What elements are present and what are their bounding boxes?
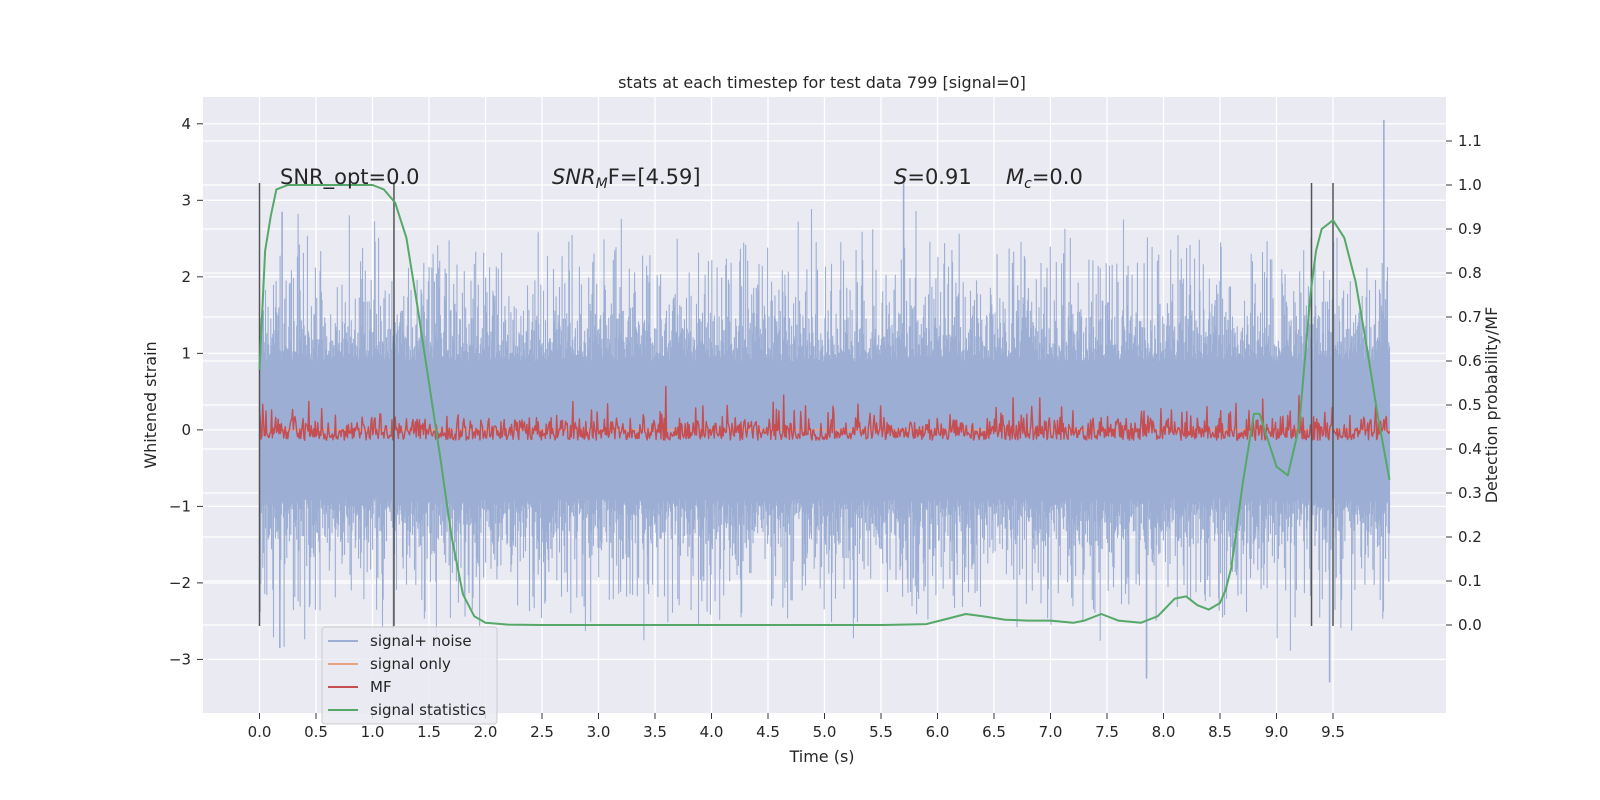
legend-label-signal-noise: signal+ noise bbox=[370, 632, 472, 650]
x-tick-label: 9.5 bbox=[1321, 723, 1345, 741]
y-tick-label: −2 bbox=[169, 574, 191, 592]
y-tick-label: 0 bbox=[181, 421, 191, 439]
y2-tick-label: 0.2 bbox=[1458, 528, 1482, 546]
y-tick-label: 4 bbox=[181, 115, 191, 133]
x-tick-label: 8.5 bbox=[1208, 723, 1232, 741]
legend-box bbox=[321, 626, 498, 725]
snr-mf-subscript: M bbox=[596, 176, 608, 192]
mc-subscript: c bbox=[1024, 176, 1032, 192]
y2-tick-label: 0.5 bbox=[1458, 396, 1482, 414]
x-tick-label: 3.5 bbox=[643, 723, 667, 741]
y2-axis-title: Detection probability/MF bbox=[1482, 307, 1501, 504]
legend-label-mf: MF bbox=[370, 678, 392, 696]
x-tick-label: 1.0 bbox=[361, 723, 385, 741]
s-value: =0.91 bbox=[907, 165, 971, 189]
snr-mf-symbol: SNR bbox=[552, 165, 596, 189]
x-tick-label: 6.0 bbox=[926, 723, 950, 741]
x-tick-label: 5.0 bbox=[813, 723, 837, 741]
legend: signal+ noise signal only MF signal stat… bbox=[321, 626, 498, 725]
x-tick-label: 0.5 bbox=[304, 723, 328, 741]
x-tick-labels: 0.0 0.5 1.0 1.5 2.0 2.5 3.0 3.5 4.0 4.5 5.0 5.5 6.0 6… bbox=[248, 713, 1345, 741]
legend-label-signal-statistics: signal statistics bbox=[370, 701, 486, 719]
legend-label-signal-only: signal only bbox=[370, 655, 451, 673]
x-tick-label: 4.0 bbox=[700, 723, 724, 741]
annotation-mc: Mc=0.0 bbox=[1006, 165, 1083, 192]
x-tick-label: 5.5 bbox=[869, 723, 893, 741]
x-tick-label: 7.5 bbox=[1095, 723, 1119, 741]
y-tick-labels: 4 3 2 1 0 −1 −2 −3 bbox=[169, 115, 203, 668]
vertical-markers bbox=[258, 183, 1334, 626]
x-tick-label: 8.0 bbox=[1152, 723, 1176, 741]
mf-trace bbox=[258, 385, 1391, 441]
y2-tick-label: 0.7 bbox=[1458, 308, 1482, 326]
x-tick-label: 1.5 bbox=[417, 723, 441, 741]
y2-tick-label: 1.1 bbox=[1458, 132, 1482, 150]
signal-statistics-series bbox=[258, 184, 1391, 626]
y2-tick-label: 0.6 bbox=[1458, 352, 1482, 370]
chart-title: stats at each timestep for test data 799… bbox=[618, 73, 1026, 92]
mf-series bbox=[258, 385, 1391, 441]
x-tick-label: 2.0 bbox=[474, 723, 498, 741]
y2-tick-labels: 1.1 1.0 0.9 0.8 0.7 0.6 0.5 0.4 0.3 0.2 0.1 0.0 bbox=[1446, 132, 1482, 634]
x-axis-title: Time (s) bbox=[788, 747, 854, 766]
y2-tick-label: 0.8 bbox=[1458, 264, 1482, 282]
y2-tick-label: 0.3 bbox=[1458, 484, 1482, 502]
y-tick-label: 1 bbox=[181, 344, 191, 362]
y-tick-label: −3 bbox=[169, 650, 191, 668]
s-symbol: S bbox=[894, 165, 907, 189]
y-axis-title: Whitened strain bbox=[141, 341, 160, 468]
x-tick-label: 9.0 bbox=[1265, 723, 1289, 741]
y-tick-label: 2 bbox=[181, 268, 191, 286]
snr-mf-value: F=[4.59] bbox=[608, 165, 701, 189]
y-tick-label: −1 bbox=[169, 497, 191, 515]
x-tick-label: 2.5 bbox=[530, 723, 554, 741]
annotation-snr-mf: SNRMF=[4.59] bbox=[552, 165, 701, 192]
y2-tick-label: 0.4 bbox=[1458, 440, 1482, 458]
x-tick-label: 6.5 bbox=[982, 723, 1006, 741]
signal-statistics-line bbox=[258, 184, 1391, 626]
y2-tick-label: 0.0 bbox=[1458, 616, 1482, 634]
y2-tick-label: 1.0 bbox=[1458, 176, 1482, 194]
y2-tick-label: 0.1 bbox=[1458, 572, 1482, 590]
y2-tick-label: 0.9 bbox=[1458, 220, 1482, 238]
annotation-s: S=0.91 bbox=[894, 165, 972, 189]
x-tick-label: 4.5 bbox=[756, 723, 780, 741]
x-tick-label: 0.0 bbox=[248, 723, 272, 741]
x-tick-label: 7.0 bbox=[1039, 723, 1063, 741]
mc-symbol: M bbox=[1006, 165, 1024, 189]
x-tick-label: 3.0 bbox=[587, 723, 611, 741]
annotation-snr-opt: SNR_opt=0.0 bbox=[280, 165, 420, 190]
mc-value: =0.0 bbox=[1032, 165, 1083, 189]
y-tick-label: 3 bbox=[181, 191, 191, 209]
